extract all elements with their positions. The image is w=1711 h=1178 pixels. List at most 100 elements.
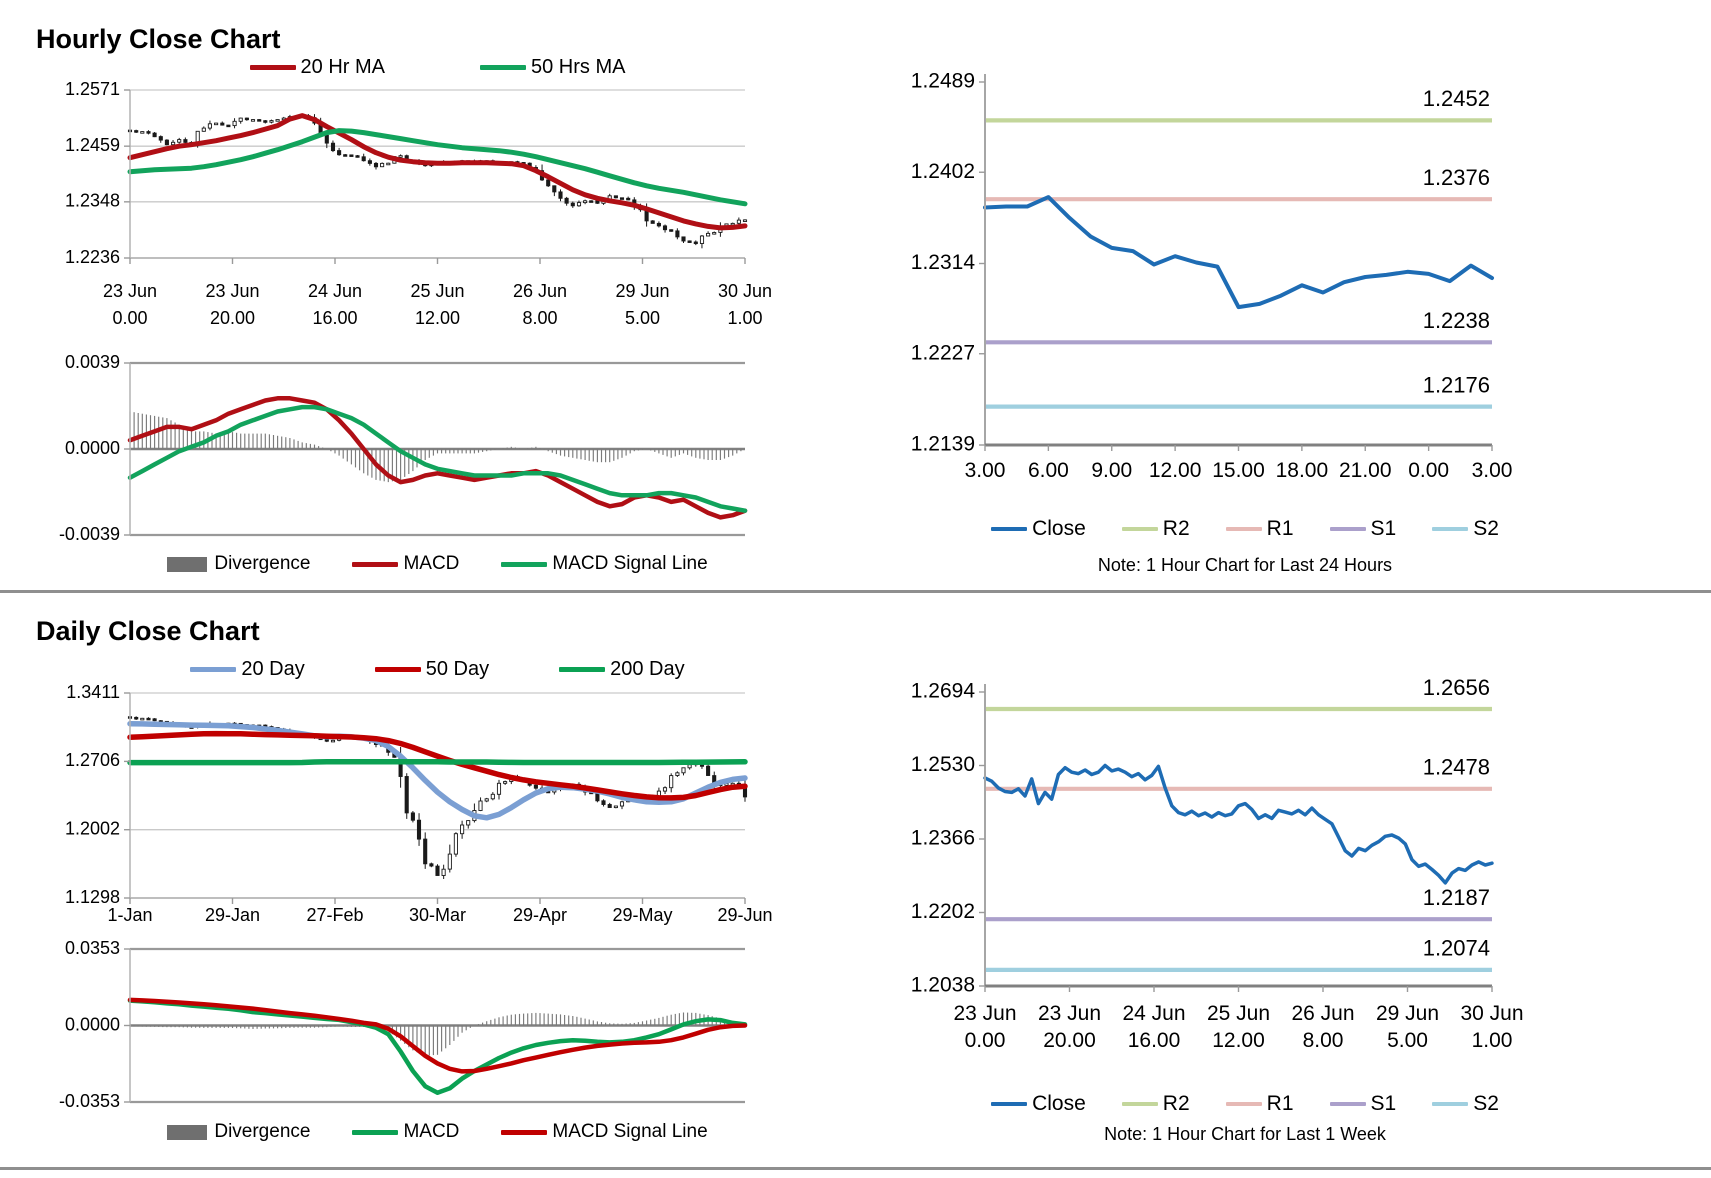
legend-label: R2 bbox=[1162, 517, 1190, 540]
legend-label: S1 bbox=[1370, 517, 1397, 540]
svg-text:0.00: 0.00 bbox=[1408, 459, 1449, 482]
legend-line-swatch bbox=[501, 561, 548, 567]
legend-label: S1 bbox=[1370, 1092, 1397, 1115]
svg-text:3.00: 3.00 bbox=[965, 459, 1006, 482]
legend-line-swatch bbox=[1121, 527, 1158, 531]
svg-text:16.00: 16.00 bbox=[1128, 1029, 1181, 1052]
svg-text:25 Jun: 25 Jun bbox=[410, 281, 464, 301]
legend-label: R2 bbox=[1162, 1092, 1190, 1115]
hourly-macd-chart: 0.0039 0.0000 -0.0039 bbox=[59, 352, 748, 544]
legend-line-swatch bbox=[249, 65, 296, 70]
svg-text:5.00: 5.00 bbox=[625, 308, 660, 328]
legend-label: MACD bbox=[403, 553, 460, 574]
svg-text:1.2656: 1.2656 bbox=[1423, 675, 1490, 700]
svg-text:24 Jun: 24 Jun bbox=[1122, 1002, 1185, 1025]
svg-text:20.00: 20.00 bbox=[1043, 1029, 1096, 1052]
svg-text:1.2489: 1.2489 bbox=[911, 70, 975, 93]
svg-text:1.2038: 1.2038 bbox=[911, 974, 975, 997]
legend-line-swatch bbox=[559, 667, 606, 672]
daily-macd-chart: 0.0353 0.0000 -0.0353 bbox=[59, 938, 748, 1111]
legend-item-macd: MACD bbox=[352, 553, 459, 575]
svg-text:23 Jun: 23 Jun bbox=[1038, 1002, 1101, 1025]
daily-sr-note: Note: 1 Hour Chart for Last 1 Week bbox=[1104, 1124, 1386, 1144]
legend-item-macd: MACD bbox=[352, 1121, 459, 1143]
legend-item-close: Close bbox=[991, 517, 1086, 541]
legend-item-s1: S1 bbox=[1329, 517, 1397, 541]
legend-item-20-day: 20 Day bbox=[190, 658, 305, 681]
legend-label: 20 Day bbox=[241, 658, 305, 680]
svg-text:0.0000: 0.0000 bbox=[65, 438, 120, 458]
svg-text:1.2459: 1.2459 bbox=[65, 135, 120, 155]
svg-text:27-Feb: 27-Feb bbox=[306, 905, 363, 925]
legend-line-swatch bbox=[1225, 1102, 1262, 1106]
svg-text:1.2478: 1.2478 bbox=[1423, 755, 1490, 780]
legend-item-s2: S2 bbox=[1432, 517, 1499, 541]
legend-item-r1: R1 bbox=[1225, 1092, 1294, 1116]
legend-label: 20 Hr MA bbox=[300, 56, 385, 78]
legend-item-20-hr-ma: 20 Hr MA bbox=[249, 56, 385, 79]
legend-label: 50 Day bbox=[425, 658, 490, 680]
svg-text:1.2694: 1.2694 bbox=[911, 680, 976, 703]
legend-label: MACD Signal Line bbox=[552, 553, 708, 574]
svg-text:1.2706: 1.2706 bbox=[65, 750, 120, 770]
legend-item-50-hrs-ma: 50 Hrs MA bbox=[480, 56, 625, 79]
svg-text:29-Jan: 29-Jan bbox=[205, 905, 260, 925]
svg-text:23 Jun: 23 Jun bbox=[953, 1002, 1016, 1025]
legend-label: Close bbox=[1032, 1092, 1086, 1115]
legend-label: 50 Hrs MA bbox=[531, 56, 626, 78]
legend-label: R1 bbox=[1266, 517, 1294, 540]
svg-text:1.2376: 1.2376 bbox=[1423, 165, 1490, 190]
svg-text:15.00: 15.00 bbox=[1212, 459, 1265, 482]
legend-item-divergence: Divergence bbox=[167, 1121, 310, 1143]
legend-label: Divergence bbox=[214, 553, 311, 574]
legend-line-swatch bbox=[352, 1129, 399, 1135]
svg-text:1.2238: 1.2238 bbox=[1423, 308, 1490, 333]
svg-text:-0.0353: -0.0353 bbox=[59, 1091, 120, 1111]
daily-sr-legend: Close R2 R1 S1 S2 bbox=[935, 1092, 1555, 1116]
svg-text:9.00: 9.00 bbox=[1091, 459, 1132, 482]
svg-text:30 Jun: 30 Jun bbox=[1460, 1002, 1523, 1025]
hourly-support-resistance-chart: 1.2452 1.2376 1.2238 1.2176 1.2489 1.2402 1.23… bbox=[911, 70, 1513, 482]
svg-text:1.2202: 1.2202 bbox=[911, 900, 975, 923]
legend-item-r1: R1 bbox=[1225, 517, 1294, 541]
section-divider bbox=[0, 590, 1711, 593]
svg-text:8.00: 8.00 bbox=[1303, 1029, 1344, 1052]
svg-text:25 Jun: 25 Jun bbox=[1207, 1002, 1270, 1025]
legend-line-swatch bbox=[1225, 527, 1262, 531]
svg-text:5.00: 5.00 bbox=[1387, 1029, 1428, 1052]
svg-text:0.0039: 0.0039 bbox=[65, 352, 120, 372]
svg-text:26 Jun: 26 Jun bbox=[1291, 1002, 1354, 1025]
svg-text:21.00: 21.00 bbox=[1339, 459, 1392, 482]
hourly-price-legend: 20 Hr MA 50 Hrs MA bbox=[130, 56, 745, 79]
svg-text:1.2236: 1.2236 bbox=[65, 247, 120, 267]
legend-line-swatch bbox=[1329, 527, 1366, 531]
legend-line-swatch bbox=[374, 667, 421, 672]
svg-text:1.2074: 1.2074 bbox=[1423, 936, 1490, 961]
svg-text:30-Mar: 30-Mar bbox=[409, 905, 466, 925]
legend-item-divergence: Divergence bbox=[167, 553, 310, 575]
svg-text:24 Jun: 24 Jun bbox=[308, 281, 362, 301]
svg-text:1.00: 1.00 bbox=[1472, 1029, 1513, 1052]
legend-label: Close bbox=[1032, 517, 1086, 540]
svg-text:1.2002: 1.2002 bbox=[65, 818, 120, 838]
svg-text:1.2571: 1.2571 bbox=[65, 79, 120, 99]
daily-macd-legend: Divergence MACD MACD Signal Line bbox=[130, 1121, 745, 1143]
legend-item-close: Close bbox=[991, 1092, 1086, 1116]
legend-item-macd-signal-line: MACD Signal Line bbox=[501, 1121, 708, 1143]
legend-line-swatch bbox=[501, 1129, 548, 1135]
svg-text:8.00: 8.00 bbox=[522, 308, 557, 328]
legend-item-s2: S2 bbox=[1432, 1092, 1499, 1116]
svg-text:16.00: 16.00 bbox=[312, 308, 357, 328]
legend-label: MACD Signal Line bbox=[552, 1121, 708, 1142]
daily-support-resistance-chart: 1.2656 1.2478 1.2187 1.2074 1.2694 1.2530 1.23… bbox=[911, 675, 1524, 1052]
svg-text:29-May: 29-May bbox=[612, 905, 672, 925]
legend-line-swatch bbox=[991, 1102, 1028, 1106]
bottom-divider bbox=[0, 1167, 1711, 1170]
legend-item-macd-signal-line: MACD Signal Line bbox=[501, 553, 708, 575]
hourly-price-chart: 1.2571 1.2459 1.2348 1.2236 23 Jun 0.00 23 Jun… bbox=[65, 79, 772, 328]
hourly-sr-note: Note: 1 Hour Chart for Last 24 Hours bbox=[1097, 555, 1393, 575]
svg-text:20.00: 20.00 bbox=[210, 308, 255, 328]
legend-line-swatch bbox=[352, 561, 399, 567]
svg-text:1.2176: 1.2176 bbox=[1423, 372, 1490, 397]
svg-text:1.2402: 1.2402 bbox=[911, 160, 975, 183]
